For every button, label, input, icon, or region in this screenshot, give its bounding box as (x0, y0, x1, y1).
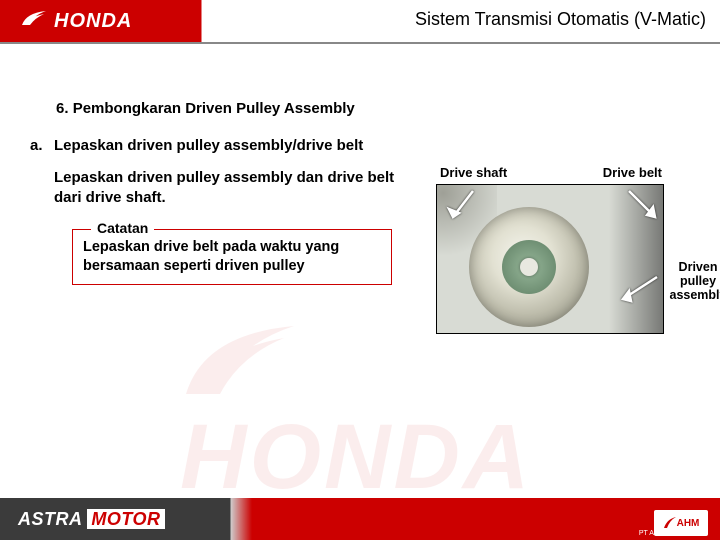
page-title: Sistem Transmisi Otomatis (V-Matic) (415, 9, 706, 30)
note-box: Catatan Lepaskan drive belt pada waktu y… (72, 229, 392, 285)
ahm-logo: AHM PT Astra Honda Motor (654, 510, 708, 536)
ahm-text: AHM (677, 518, 700, 529)
honda-logo: HONDA (0, 9, 132, 33)
figure-label-driven-pulley: Driven pulley assembly (668, 261, 720, 302)
figure-top-labels: Drive shaft Drive belt (436, 165, 704, 184)
astra-motor-logo: ASTRA MOTOR (0, 509, 165, 530)
step-letter: a. (30, 137, 54, 285)
step-text: Lepaskan driven pulley assembly dan driv… (54, 168, 414, 207)
section-title: 6. Pembongkaran Driven Pulley Assembly (56, 100, 700, 117)
honda-brand-text: HONDA (54, 10, 132, 33)
step-heading: Lepaskan driven pulley assembly/drive be… (54, 137, 414, 154)
arrow-icon (609, 271, 664, 311)
watermark: HONDA (180, 320, 540, 510)
arrow-icon (609, 187, 664, 227)
section-heading: Pembongkaran Driven Pulley Assembly (73, 100, 355, 117)
figure-area: Drive shaft Drive belt Driven pulley ass… (436, 165, 704, 334)
astra-text: ASTRA (18, 509, 82, 529)
ahm-wing-icon (663, 516, 677, 530)
section-number: 6. (56, 100, 69, 117)
watermark-text: HONDA (180, 406, 532, 508)
note-label: Catatan (91, 220, 154, 236)
note-text: Lepaskan drive belt pada waktu yang bers… (83, 238, 381, 276)
figure-image (436, 184, 664, 334)
motor-text: MOTOR (87, 509, 164, 529)
honda-wing-icon (20, 9, 48, 33)
watermark-wing-icon (180, 320, 300, 405)
arrow-icon (443, 187, 493, 227)
figure-label-driveshaft: Drive shaft (440, 165, 507, 180)
step-body: Lepaskan driven pulley assembly/drive be… (54, 137, 414, 285)
header-divider (0, 42, 720, 44)
footer-bar: ASTRA MOTOR AHM PT Astra Honda Motor (0, 498, 720, 540)
header-bar: HONDA Sistem Transmisi Otomatis (V-Matic… (0, 0, 720, 42)
ahm-subtext: PT Astra Honda Motor (639, 530, 708, 537)
figure-label-drivebelt: Drive belt (603, 165, 662, 180)
